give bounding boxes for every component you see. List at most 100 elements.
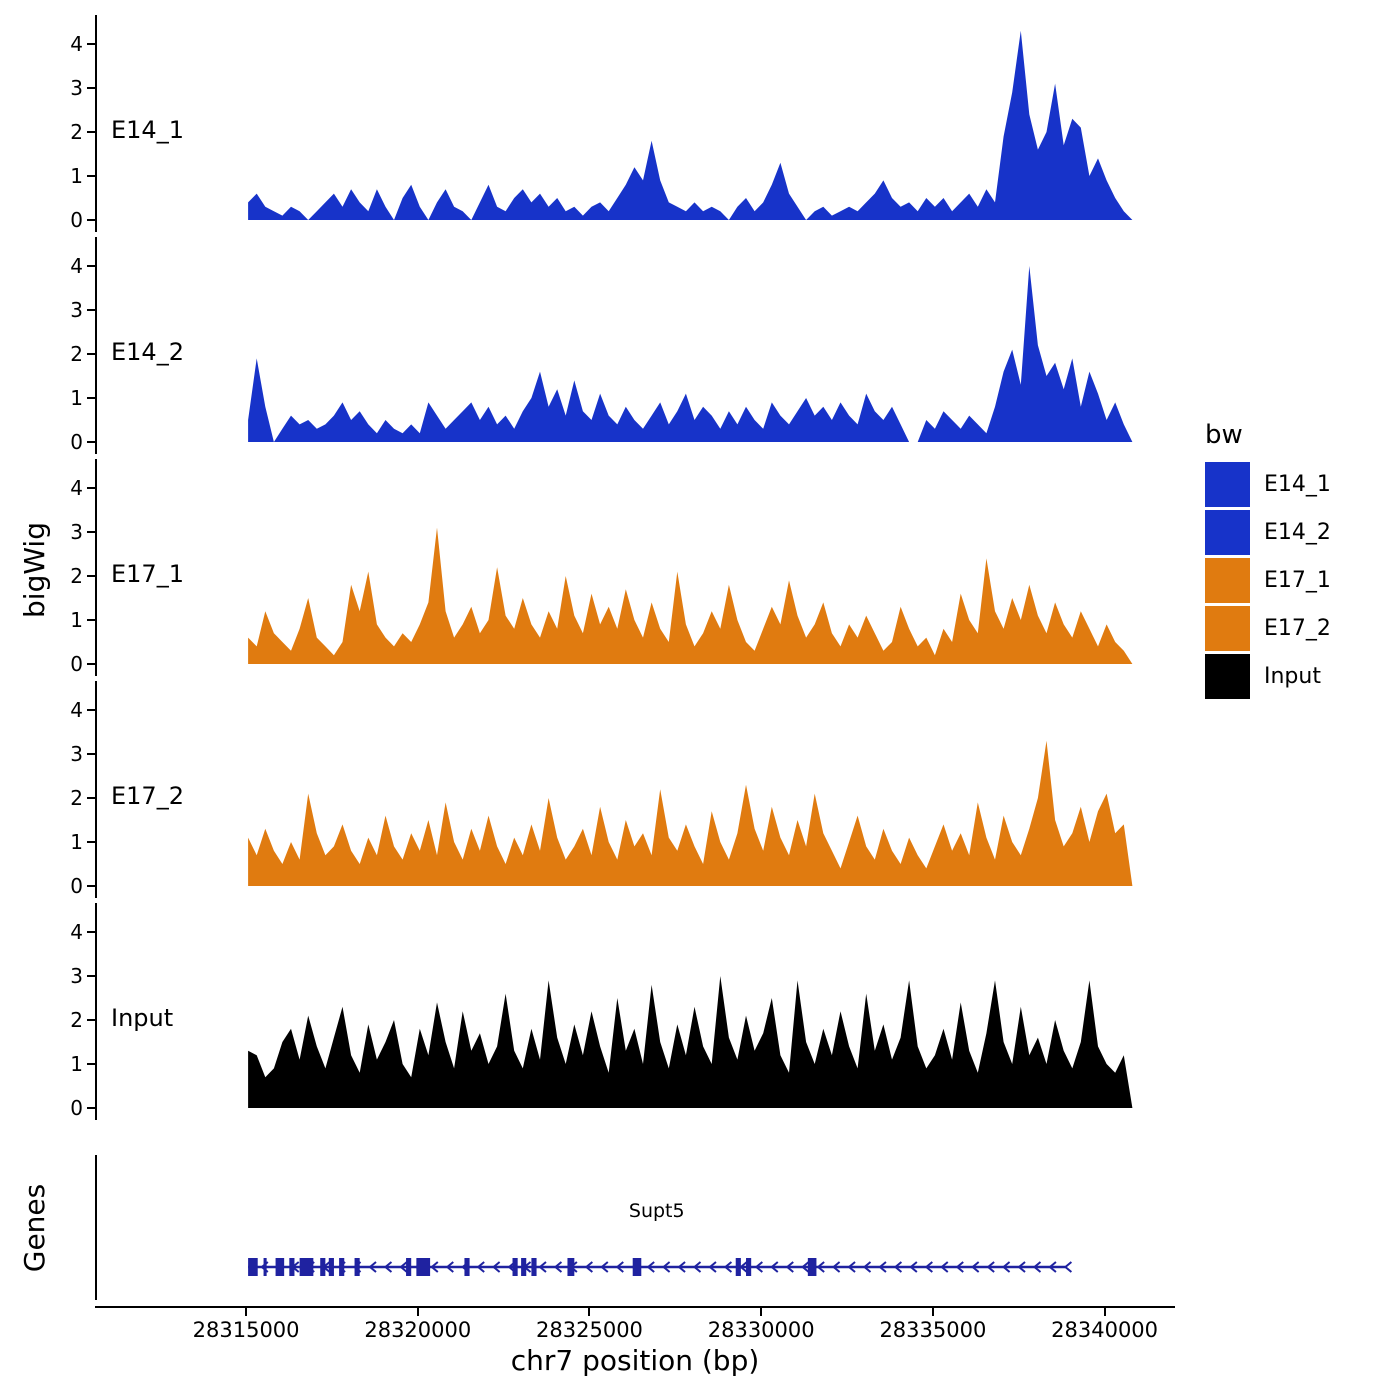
gene-exon [275,1258,285,1276]
strand-arrow-icon [770,1261,779,1273]
y-tick-label: 0 [70,430,83,454]
strand-arrow-icon [692,1261,702,1273]
coverage-area-E14_1 [248,30,1133,220]
y-tick-label: 4 [70,254,83,278]
strand-arrow-icon [832,1261,841,1273]
track-panel-Input: 0 1 2 3 4 Input [70,903,1177,1120]
strand-arrow-icon [816,1261,825,1273]
x-tick-label: 28340000 [1051,1318,1159,1342]
y-tick-mark [87,175,95,177]
strand-arrow-icon [723,1261,733,1273]
gene-exon [746,1258,752,1276]
track-label-Input: Input [111,1004,174,1032]
y-tick-mark [87,841,95,843]
y-tick-mark [87,975,95,977]
gene-exon [328,1258,334,1276]
coverage-area-E14_2 [248,266,1133,442]
coverage-area-E17_2 [248,740,1133,886]
strand-arrow-icon [862,1261,872,1273]
strand-arrow-icon [584,1261,593,1273]
strand-arrow-icon [677,1261,686,1273]
y-tick-mark [87,397,95,399]
strand-arrow-icon [1017,1261,1026,1273]
strand-arrow-icon [492,1261,501,1273]
legend-item-E14_1: E14_1 [1205,462,1395,507]
y-tick-label: 4 [70,32,83,56]
y-tick-mark [87,309,95,311]
strand-arrow-icon [955,1261,964,1273]
y-tick-label: 3 [70,76,83,100]
track-panel-E14_2: 0 1 2 3 4 E14_2 [70,237,1177,454]
track-label-E17_2: E17_2 [111,782,184,810]
gene-exon [406,1258,412,1276]
y-tick-label: 4 [70,698,83,722]
strand-arrow-icon [940,1261,949,1273]
strand-arrow-icon [615,1261,624,1273]
y-tick-label: 1 [70,164,83,188]
strand-arrow-icon [1063,1261,1073,1273]
gene-exon [807,1258,817,1276]
x-tick-mark [245,1308,248,1316]
y-tick-label: 1 [70,608,83,632]
coverage-area-Input [248,976,1133,1108]
strand-arrow-icon [646,1261,655,1273]
y-tick-label: 3 [70,742,83,766]
legend-label: E17_2 [1264,616,1331,641]
gene-model-svg: Supt5 [248,1200,1073,1276]
track-label-E14_1: E14_1 [111,116,184,144]
coverage-area-E17_1 [248,527,1133,664]
x-tick-label: 28325000 [536,1318,643,1342]
strand-arrow-icon [893,1261,903,1273]
y-tick-label: 0 [70,874,83,898]
x-tick-mark [1103,1308,1106,1316]
y-tick-label: 2 [70,1008,83,1032]
strand-arrow-icon [801,1261,810,1273]
strand-arrow-icon [754,1261,763,1273]
legend-label: E14_2 [1264,520,1331,545]
y-tick-mark [87,43,95,45]
legend: bw E14_1 E14_2 E17_1 E17_2 Input [1205,420,1395,702]
strand-arrow-icon [708,1261,717,1273]
x-tick-label: 28320000 [364,1318,472,1342]
y-tick-label: 1 [70,1052,83,1076]
y-tick-mark [87,1063,95,1065]
y-tick-label: 2 [70,342,83,366]
gene-exon [464,1258,470,1276]
x-tick-mark [931,1308,934,1316]
y-tick-label: 4 [70,920,83,944]
y-tick-mark [87,219,95,221]
strand-arrow-icon [878,1261,887,1273]
gene-exon [512,1258,518,1276]
gene-exon [248,1258,258,1276]
y-tick-mark [87,575,95,577]
strand-arrow-icon [909,1261,918,1273]
gene-name-label: Supt5 [629,1200,685,1222]
y-tick-label: 0 [70,652,83,676]
y-tick-mark [87,531,95,533]
y-tick-mark [87,797,95,799]
y-tick-mark [87,1107,95,1109]
legend-swatch-icon [1205,606,1250,651]
y-tick-mark [87,1019,95,1021]
area-polygon-E17_2 [248,740,1133,886]
strand-arrow-icon [430,1261,439,1273]
legend-label: E17_1 [1264,568,1331,593]
gene-exon [354,1258,360,1276]
strand-arrow-icon [785,1261,794,1273]
track-label-E17_1: E17_1 [111,560,184,588]
x-tick-mark [588,1308,591,1316]
strand-arrow-icon [476,1261,485,1273]
y-tick-label: 0 [70,208,83,232]
gene-exon [531,1258,537,1276]
strand-arrow-icon [1002,1261,1011,1273]
y-tick-mark [87,87,95,89]
strand-arrow-icon [553,1261,563,1273]
gene-exon [299,1258,314,1276]
gene-exon [320,1258,326,1276]
gene-exon [416,1258,431,1276]
y-tick-label: 3 [70,964,83,988]
strand-arrow-icon [1032,1261,1042,1273]
track-panel-E17_2: 0 1 2 3 4 E17_2 [70,681,1177,898]
y-tick-label: 2 [70,564,83,588]
